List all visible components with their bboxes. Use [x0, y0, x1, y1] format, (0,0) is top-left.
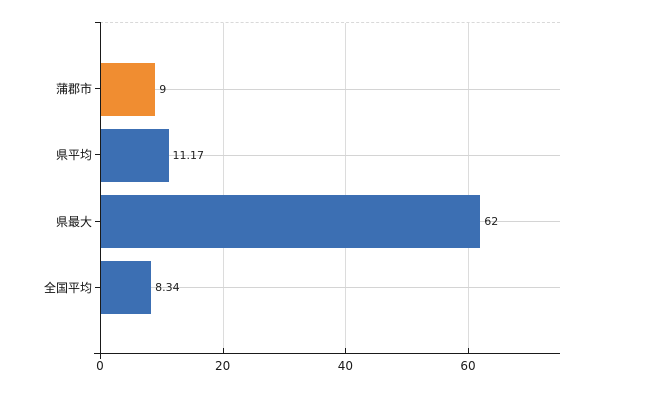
- category-label: 蒲郡市: [55, 82, 92, 97]
- y-axis-tick: [95, 286, 100, 288]
- row-gridline: [100, 287, 560, 289]
- y-axis: [100, 22, 101, 359]
- value-label: 11.17: [172, 148, 205, 162]
- y-axis-tick: [95, 88, 100, 90]
- x-tick-label: 40: [337, 359, 353, 373]
- plot-area: 9 11.17 62 8.34: [100, 22, 560, 353]
- bar-4: [100, 261, 152, 315]
- x-gridline: [468, 23, 469, 353]
- value-label: 8.34: [155, 281, 180, 295]
- category-label: 全国平均: [43, 280, 92, 295]
- category-label: 県最大: [55, 214, 92, 229]
- y-axis-tick: [95, 22, 100, 23]
- y-axis-tick: [95, 220, 100, 222]
- x-axis: [94, 353, 560, 354]
- x-axis-tick: [468, 348, 469, 353]
- row-gridline: [100, 88, 560, 90]
- x-tick-label: 20: [215, 359, 231, 373]
- bar-3: [100, 195, 481, 249]
- x-axis-tick: [222, 348, 224, 353]
- value-label: 9: [159, 82, 167, 96]
- bar-2: [100, 128, 169, 182]
- x-gridline: [222, 23, 224, 353]
- row-gridline: [100, 154, 560, 156]
- bar-1: [100, 62, 156, 116]
- y-axis-tick: [95, 154, 100, 156]
- x-gridline: [345, 23, 347, 353]
- value-label: 62: [484, 215, 499, 229]
- x-tick-label: 0: [96, 359, 104, 373]
- x-axis-tick: [345, 348, 347, 353]
- x-tick-label: 60: [460, 359, 476, 373]
- category-label: 県平均: [55, 148, 92, 163]
